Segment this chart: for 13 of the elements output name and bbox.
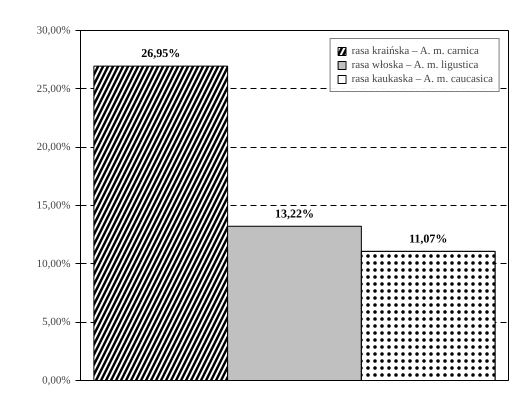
data-label: 11,07% <box>409 231 448 246</box>
legend-label: rasa włoska – A. m. ligustica <box>352 59 478 71</box>
y-tick-label: 5,00% <box>42 316 71 328</box>
y-tick-label: 30,00% <box>36 24 71 36</box>
y-tick-label: 20,00% <box>36 141 71 154</box>
legend-label: rasa kaukaska – A. m. caucasica <box>352 73 493 85</box>
data-label: 13,22% <box>275 206 314 220</box>
y-tick-label: 0,00% <box>42 374 71 386</box>
legend-label: rasa kraińska – A. m. carnica <box>352 45 479 57</box>
y-tick-label: 10,00% <box>36 258 71 270</box>
data-label: 26,95% <box>141 46 180 60</box>
y-tick-label: 15,00% <box>36 200 71 212</box>
y-tick-label: 25,00% <box>36 82 71 95</box>
